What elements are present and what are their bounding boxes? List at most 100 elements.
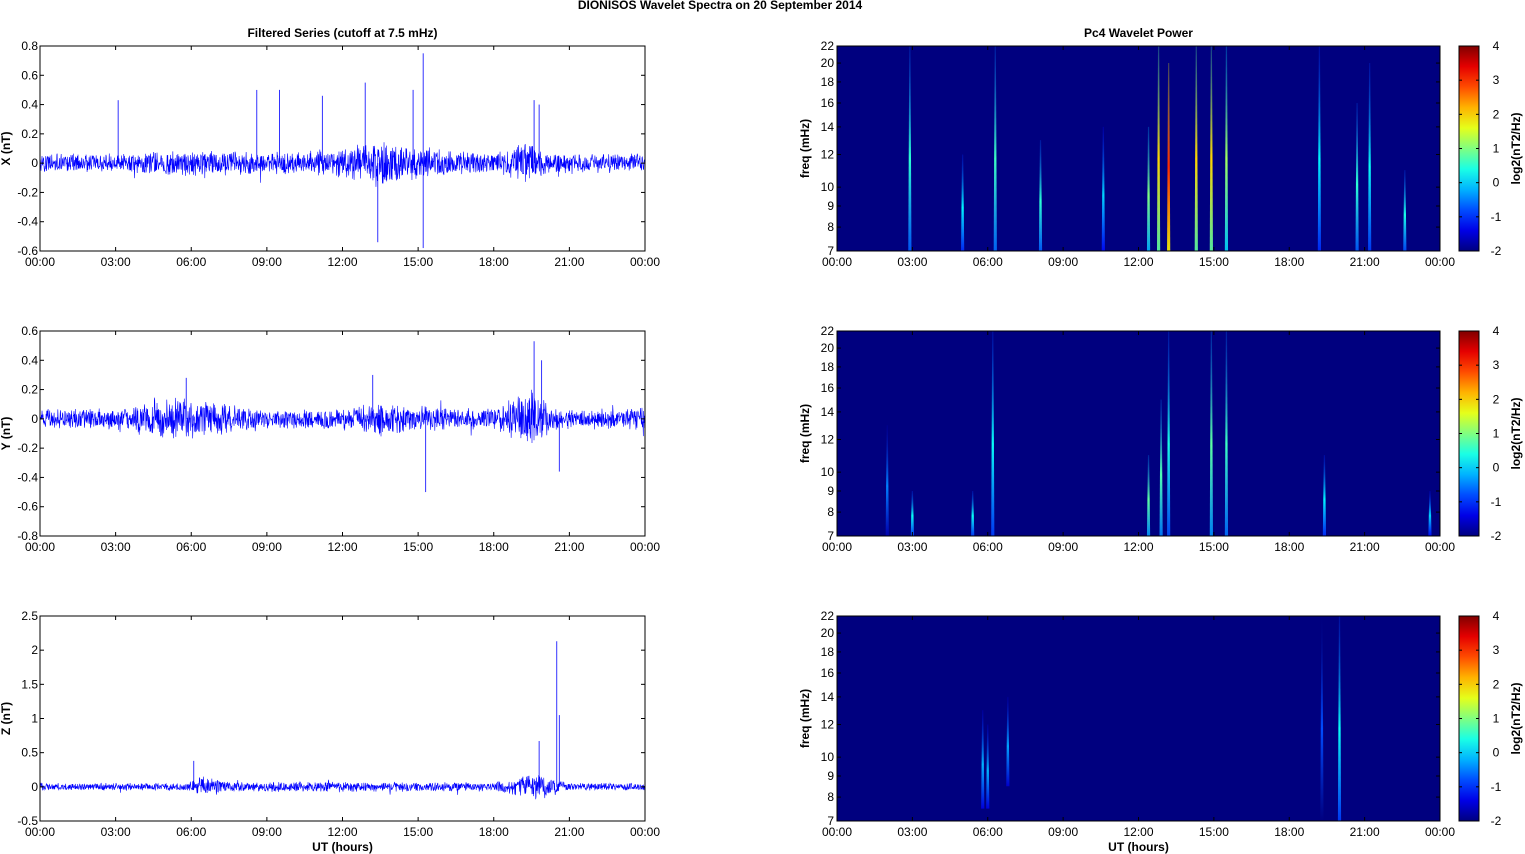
- panel-4-burst: [1368, 63, 1372, 251]
- panel-5-colorbar-tick-label: 2: [1493, 392, 1500, 406]
- panel-4-burst: [1157, 46, 1161, 251]
- panel-5-y-tick-label: 14: [821, 405, 835, 419]
- panel-3-x-tick-label: 00:00: [630, 825, 660, 839]
- panel-5-y-tick-label: 16: [821, 381, 835, 395]
- panel-2-x-tick-label: 15:00: [403, 540, 433, 554]
- panel-5-x-tick-label: 21:00: [1350, 540, 1380, 554]
- panel-1-y-tick-label: 0.2: [21, 127, 38, 141]
- panel-6-y-tick-label: 8: [827, 790, 834, 804]
- panel-3-y-label: Z (nT): [0, 702, 13, 735]
- panel-3-x-tick-label: 21:00: [554, 825, 584, 839]
- panel-5-colorbar-tick-label: 1: [1493, 427, 1500, 441]
- panel-4-colorbar-tick-label: 2: [1493, 107, 1500, 121]
- panel-4-y-tick-label: 16: [821, 96, 835, 110]
- panel-6-y-tick-label: 7: [827, 814, 834, 828]
- panel-6-x-tick-label: 03:00: [897, 825, 927, 839]
- panel-4-colorbar-tick-label: 3: [1493, 73, 1500, 87]
- panel-4-x-tick-label: 00:00: [1425, 255, 1455, 269]
- panel-4-burst: [1194, 46, 1198, 251]
- panel-6-colorbar-tick-label: 0: [1493, 746, 1500, 760]
- panel-5-burst: [885, 425, 889, 536]
- panel-5-colorbar-tick-label: -1: [1491, 495, 1502, 509]
- panel-1-title: Filtered Series (cutoff at 7.5 mHz): [247, 26, 437, 40]
- panel-6-y-tick-label: 18: [821, 645, 835, 659]
- panel-2-x-tick-label: 00:00: [25, 540, 55, 554]
- panel-6-y-tick-label: 12: [821, 718, 835, 732]
- panel-1-x-tick-label: 09:00: [252, 255, 282, 269]
- panel-6-burst: [986, 724, 990, 809]
- panel-6-x-tick-label: 00:00: [1425, 825, 1455, 839]
- panel-1-y-tick-label: 0: [31, 156, 38, 170]
- panel-6-burst: [1320, 616, 1324, 821]
- panel-2-y-tick-label: -0.8: [17, 529, 38, 543]
- panel-5-y-tick-label: 9: [827, 484, 834, 498]
- panel-5-x-tick-label: 00:00: [1425, 540, 1455, 554]
- panel-6-x-tick-label: 18:00: [1274, 825, 1304, 839]
- panel-6-y-tick-label: 22: [821, 609, 835, 623]
- panel-4-burst: [1167, 63, 1171, 251]
- figure-title: DIONISOS Wavelet Spectra on 20 September…: [578, 0, 863, 12]
- panel-4-colorbar-tick-label: -1: [1491, 210, 1502, 224]
- panel-6-x-tick-label: 21:00: [1350, 825, 1380, 839]
- panel-4-x-tick-label: 09:00: [1048, 255, 1078, 269]
- panel-4-burst: [1317, 46, 1321, 251]
- panel-4-colorbar-tick-label: 4: [1493, 39, 1500, 53]
- panel-3-x-tick-label: 06:00: [176, 825, 206, 839]
- panel-6-colorbar-tick-label: 2: [1493, 677, 1500, 691]
- panel-5-burst: [1146, 455, 1151, 536]
- panel-4-burst: [961, 154, 965, 251]
- panel-6-y-tick-label: 14: [821, 690, 835, 704]
- panel-2-y-tick-label: 0.4: [21, 353, 38, 367]
- panel-6-y-tick-label: 9: [827, 769, 834, 783]
- panel-1: -0.6 -0.4 -0.2 0 0.2 0.4 0.6 0.8 00:00 03:00 06:00…: [0, 26, 660, 269]
- panel-5-burst: [1159, 399, 1163, 536]
- panel-1-x-tick-label: 18:00: [479, 255, 509, 269]
- panel-5-burst: [991, 331, 995, 536]
- panel-6-x-tick-label: 15:00: [1199, 825, 1229, 839]
- panel-4-x-tick-label: 18:00: [1274, 255, 1304, 269]
- panel-6-y-tick-label: 16: [821, 666, 835, 680]
- panel-5-y-label: freq (mHz): [798, 404, 812, 463]
- panel-1-x-tick-label: 15:00: [403, 255, 433, 269]
- panel-3-x-tick-label: 09:00: [252, 825, 282, 839]
- panel-4-y-tick-label: 20: [821, 56, 835, 70]
- panel-5-burst: [971, 491, 975, 536]
- panel-4-x-tick-label: 21:00: [1350, 255, 1380, 269]
- panel-2-x-tick-label: 06:00: [176, 540, 206, 554]
- panel-4-x-tick-label: 15:00: [1199, 255, 1229, 269]
- panel-1-x-tick-label: 00:00: [630, 255, 660, 269]
- panel-3-y-tick-label: 2: [31, 643, 38, 657]
- panel-6-colorbar-label: log2(nT2/Hz): [1509, 683, 1523, 755]
- panel-1-y-tick-label: 0.6: [21, 68, 38, 82]
- panel-4-y-tick-label: 18: [821, 75, 835, 89]
- panel-6-colorbar-tick-label: 1: [1493, 712, 1500, 726]
- panel-6-colorbar-tick-label: 4: [1493, 609, 1500, 623]
- panel-4-burst: [993, 46, 997, 251]
- panel-6-y-label: freq (mHz): [798, 689, 812, 748]
- panel-1-x-tick-label: 03:00: [101, 255, 131, 269]
- panel-5-x-tick-label: 15:00: [1199, 540, 1229, 554]
- panel-1-x-tick-label: 00:00: [25, 255, 55, 269]
- panel-5-x-tick-label: 12:00: [1123, 540, 1153, 554]
- panel-2-x-tick-label: 12:00: [327, 540, 357, 554]
- panel-5-burst: [1167, 331, 1171, 536]
- panel-1-x-tick-label: 12:00: [327, 255, 357, 269]
- panel-6-colorbar: -2 -1 0 1 2 3 4 log2(nT2/Hz): [1458, 609, 1523, 828]
- panel-4-y-tick-label: 8: [827, 220, 834, 234]
- panel-5-burst: [1209, 331, 1213, 536]
- panel-1-y-tick-label: -0.6: [17, 244, 38, 258]
- panel-3-x-tick-label: 12:00: [327, 825, 357, 839]
- panel-5-colorbar-label: log2(nT2/Hz): [1509, 398, 1523, 470]
- panel-2-x-tick-label: 21:00: [554, 540, 584, 554]
- panel-1-x-tick-label: 21:00: [554, 255, 584, 269]
- panel-4-burst: [1146, 126, 1151, 251]
- panel-4-colorbar-tick-label: 0: [1493, 176, 1500, 190]
- panel-2-y-label: Y (nT): [0, 417, 13, 451]
- panel-5-y-tick-label: 20: [821, 341, 835, 355]
- panel-1-plot-area: [40, 46, 645, 251]
- panels: -0.6 -0.4 -0.2 0 0.2 0.4 0.6 0.8 00:00 03:00 06:00…: [0, 26, 1523, 854]
- panel-5-burst: [1428, 491, 1432, 536]
- panel-3-series-line: [39, 775, 646, 800]
- panel-6-x-label: UT (hours): [1108, 840, 1169, 854]
